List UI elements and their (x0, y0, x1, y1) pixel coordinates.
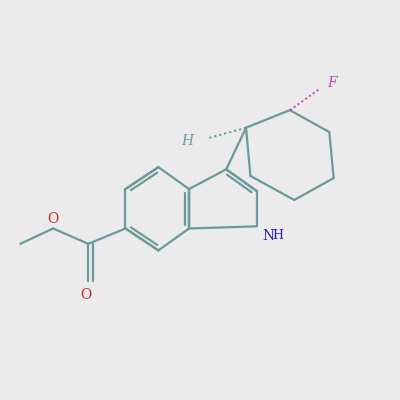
Text: N: N (262, 229, 274, 243)
Text: F: F (328, 76, 337, 90)
Text: O: O (80, 288, 92, 302)
Text: H: H (182, 134, 194, 148)
Text: O: O (48, 212, 59, 226)
Text: H: H (272, 230, 283, 242)
